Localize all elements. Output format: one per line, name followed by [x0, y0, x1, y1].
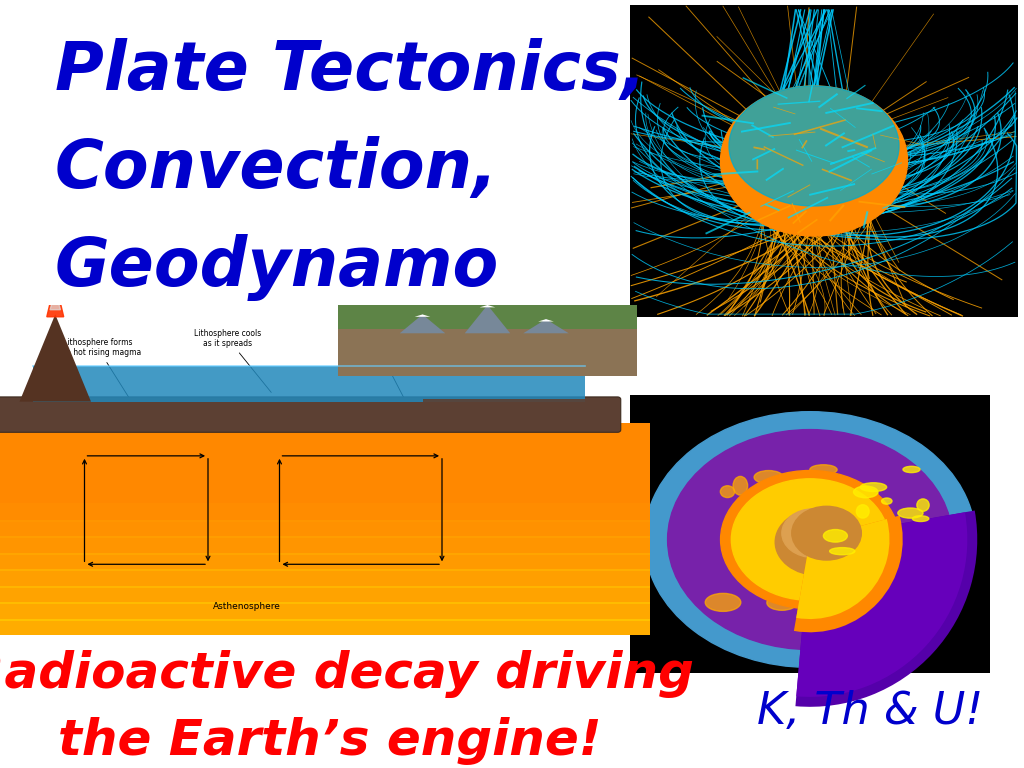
Ellipse shape	[668, 429, 952, 650]
Polygon shape	[523, 319, 568, 333]
Text: Lithosphere cools
as it spreads: Lithosphere cools as it spreads	[194, 329, 271, 392]
Text: Convection,: Convection,	[55, 136, 499, 202]
Ellipse shape	[775, 509, 861, 575]
Bar	[0, 569, 650, 588]
Polygon shape	[415, 314, 430, 316]
Polygon shape	[423, 399, 617, 430]
Wedge shape	[797, 512, 968, 697]
Bar	[0, 635, 650, 654]
Bar	[0, 536, 650, 554]
Bar	[630, 395, 990, 673]
Bar	[630, 5, 1018, 317]
Ellipse shape	[876, 584, 903, 604]
Ellipse shape	[754, 471, 783, 484]
Ellipse shape	[837, 458, 883, 481]
Ellipse shape	[782, 509, 845, 558]
Polygon shape	[465, 305, 510, 333]
Ellipse shape	[877, 502, 909, 527]
Polygon shape	[33, 366, 585, 402]
Ellipse shape	[829, 548, 855, 554]
Polygon shape	[0, 314, 111, 402]
Ellipse shape	[898, 508, 923, 518]
Ellipse shape	[721, 471, 899, 608]
Text: Lithosphere forms
from hot rising magma: Lithosphere forms from hot rising magma	[53, 338, 141, 397]
Polygon shape	[539, 319, 554, 322]
Ellipse shape	[706, 594, 740, 611]
Bar	[0, 519, 650, 538]
Text: Plate Tectonics,: Plate Tectonics,	[55, 38, 646, 104]
Text: Asthenosphere: Asthenosphere	[213, 602, 281, 611]
Ellipse shape	[644, 412, 976, 667]
Polygon shape	[479, 305, 496, 307]
Polygon shape	[399, 314, 445, 333]
Bar	[0, 602, 650, 621]
Ellipse shape	[810, 465, 838, 475]
Bar	[0, 618, 650, 637]
Ellipse shape	[767, 595, 797, 611]
Ellipse shape	[882, 498, 892, 505]
Ellipse shape	[729, 86, 899, 206]
Ellipse shape	[860, 489, 878, 499]
Text: Cooled lithosphere sinks: Cooled lithosphere sinks	[338, 357, 432, 406]
Wedge shape	[797, 519, 890, 619]
Ellipse shape	[733, 476, 748, 495]
Polygon shape	[47, 281, 63, 316]
Ellipse shape	[823, 530, 848, 542]
Ellipse shape	[720, 485, 734, 498]
Ellipse shape	[860, 483, 887, 492]
Ellipse shape	[817, 477, 838, 489]
Ellipse shape	[692, 541, 729, 564]
Ellipse shape	[727, 526, 741, 545]
Ellipse shape	[721, 86, 907, 236]
Ellipse shape	[792, 506, 861, 560]
Bar	[0, 552, 650, 571]
Ellipse shape	[731, 478, 889, 601]
Ellipse shape	[757, 535, 780, 546]
Text: Radioactive decay driving
the Earth’s engine!: Radioactive decay driving the Earth’s en…	[0, 650, 694, 765]
Polygon shape	[0, 423, 650, 635]
Ellipse shape	[715, 462, 773, 490]
Ellipse shape	[912, 516, 929, 521]
Bar	[0, 486, 650, 505]
Bar	[0, 503, 650, 522]
Polygon shape	[50, 291, 60, 310]
Ellipse shape	[818, 557, 831, 577]
Text: Geodynamo: Geodynamo	[55, 234, 500, 301]
Ellipse shape	[775, 451, 812, 470]
Ellipse shape	[854, 486, 878, 498]
Ellipse shape	[903, 466, 920, 472]
Ellipse shape	[916, 499, 929, 511]
Polygon shape	[338, 305, 637, 376]
Ellipse shape	[788, 571, 807, 585]
Polygon shape	[338, 305, 637, 329]
Wedge shape	[796, 511, 977, 707]
Ellipse shape	[856, 505, 869, 518]
Wedge shape	[794, 515, 903, 632]
Text: K, Th & U!: K, Th & U!	[757, 690, 983, 733]
Ellipse shape	[797, 482, 833, 498]
FancyBboxPatch shape	[0, 397, 621, 432]
Ellipse shape	[750, 553, 770, 568]
Bar	[0, 585, 650, 604]
